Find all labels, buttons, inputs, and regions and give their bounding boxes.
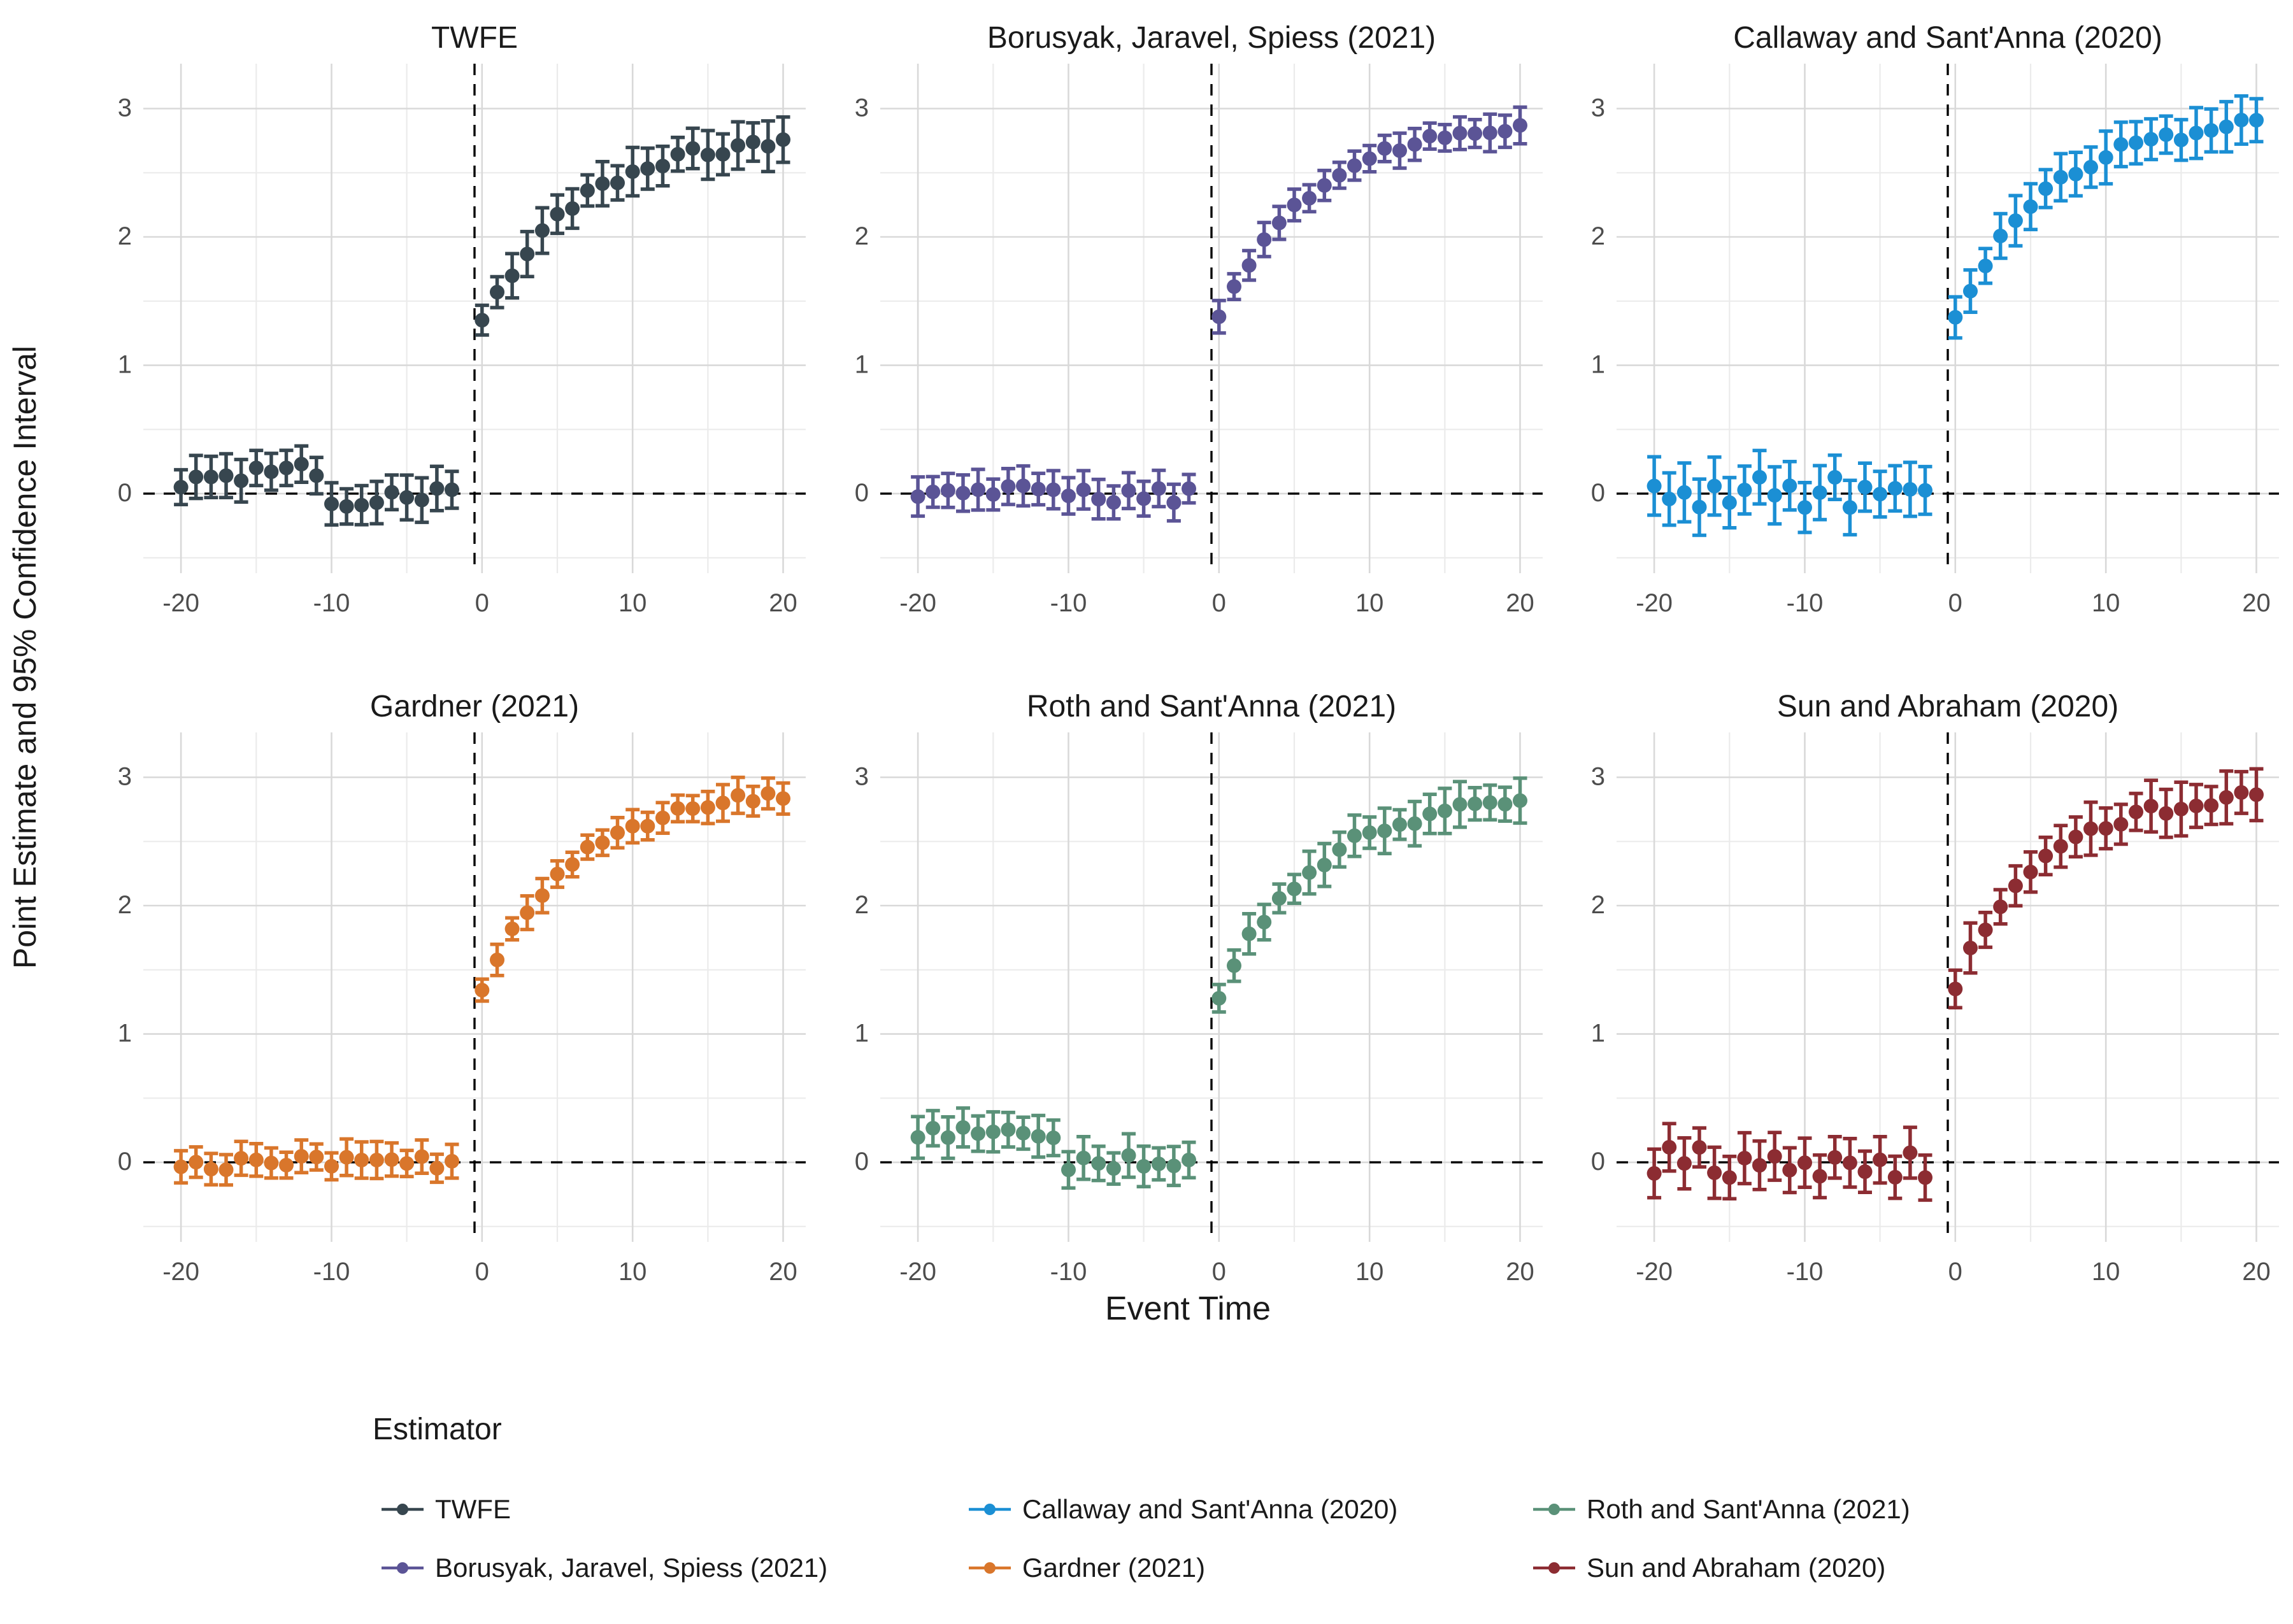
svg-text:10: 10: [1355, 1258, 1384, 1286]
svg-text:-10: -10: [1787, 1258, 1824, 1286]
svg-text:-10: -10: [313, 589, 350, 617]
svg-text:0: 0: [854, 479, 868, 507]
svg-text:20: 20: [1506, 589, 1534, 617]
svg-text:2: 2: [1591, 222, 1605, 250]
svg-text:-20: -20: [1636, 589, 1673, 617]
svg-text:2: 2: [854, 222, 868, 250]
svg-text:-10: -10: [313, 1258, 350, 1286]
svg-text:3: 3: [1591, 94, 1605, 122]
svg-text:-20: -20: [899, 1258, 936, 1286]
svg-text:1: 1: [118, 1020, 132, 1048]
svg-text:0: 0: [475, 1258, 489, 1286]
svg-text:0: 0: [854, 1148, 868, 1176]
svg-text:2: 2: [854, 891, 868, 919]
svg-text:10: 10: [2092, 589, 2120, 617]
svg-text:TWFE: TWFE: [431, 21, 518, 55]
svg-text:Sun and Abraham (2020): Sun and Abraham (2020): [1777, 690, 2118, 723]
svg-text:1: 1: [118, 351, 132, 379]
svg-text:-20: -20: [162, 589, 199, 617]
svg-text:0: 0: [1211, 1258, 1225, 1286]
svg-text:1: 1: [1591, 351, 1605, 379]
svg-text:0: 0: [118, 479, 132, 507]
svg-text:1: 1: [854, 351, 868, 379]
svg-text:10: 10: [1355, 589, 1384, 617]
svg-text:-10: -10: [1050, 1258, 1087, 1286]
svg-text:1: 1: [854, 1020, 868, 1048]
svg-text:3: 3: [118, 94, 132, 122]
svg-text:20: 20: [2243, 1258, 2271, 1286]
svg-text:20: 20: [2243, 589, 2271, 617]
svg-text:20: 20: [769, 589, 797, 617]
svg-text:10: 10: [618, 589, 647, 617]
svg-text:0: 0: [1591, 479, 1605, 507]
svg-text:Callaway and Sant'Anna (2020): Callaway and Sant'Anna (2020): [1734, 21, 2163, 55]
svg-text:10: 10: [618, 1258, 647, 1286]
svg-text:0: 0: [475, 589, 489, 617]
svg-text:3: 3: [854, 94, 868, 122]
svg-text:-10: -10: [1050, 589, 1087, 617]
svg-text:-20: -20: [1636, 1258, 1673, 1286]
svg-text:-20: -20: [162, 1258, 199, 1286]
svg-text:Gardner (2021): Gardner (2021): [370, 690, 579, 723]
svg-text:20: 20: [769, 1258, 797, 1286]
svg-text:Roth and Sant'Anna (2021): Roth and Sant'Anna (2021): [1027, 690, 1396, 723]
svg-text:0: 0: [1948, 589, 1962, 617]
svg-text:0: 0: [118, 1148, 132, 1176]
svg-text:2: 2: [118, 222, 132, 250]
svg-text:-20: -20: [899, 589, 936, 617]
svg-text:10: 10: [2092, 1258, 2120, 1286]
svg-text:20: 20: [1506, 1258, 1534, 1286]
svg-text:1: 1: [1591, 1020, 1605, 1048]
svg-text:0: 0: [1591, 1148, 1605, 1176]
svg-text:2: 2: [1591, 891, 1605, 919]
svg-text:2: 2: [118, 891, 132, 919]
svg-text:Borusyak, Jaravel, Spiess (202: Borusyak, Jaravel, Spiess (2021): [987, 21, 1436, 55]
svg-text:0: 0: [1211, 589, 1225, 617]
svg-text:3: 3: [1591, 763, 1605, 791]
svg-text:3: 3: [118, 763, 132, 791]
svg-text:-10: -10: [1787, 589, 1824, 617]
svg-text:3: 3: [854, 763, 868, 791]
svg-text:0: 0: [1948, 1258, 1962, 1286]
